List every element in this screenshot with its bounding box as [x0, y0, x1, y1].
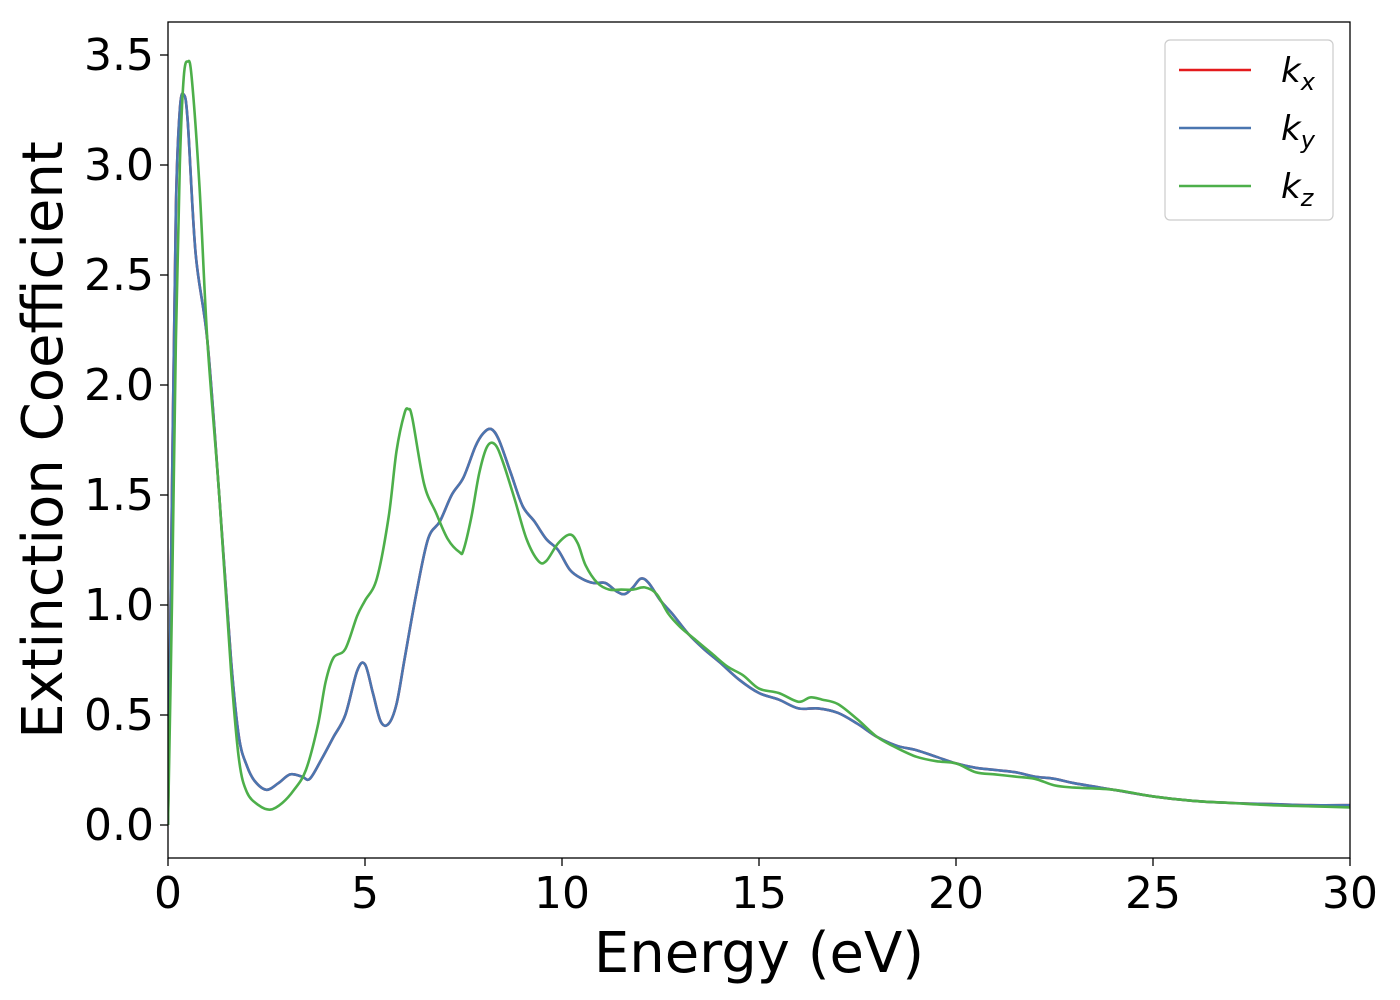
legend-box [1164, 39, 1334, 221]
y-tick-label: 0.0 [84, 800, 154, 851]
y-tick-label: 3.5 [84, 30, 154, 81]
x-tick-label: 15 [731, 868, 787, 919]
x-axis-ticks: 0 5 10 15 20 25 30 [154, 858, 1378, 919]
y-tick-label: 3.0 [84, 140, 154, 191]
legend-subscript: z [1300, 184, 1315, 212]
y-tick-label: 2.5 [84, 250, 154, 301]
y-axis-ticks: 0.0 0.5 1.0 1.5 2.0 2.5 3.0 3.5 [84, 30, 168, 851]
legend-label-kz: kz [1281, 167, 1315, 212]
legend-symbol: k [1281, 51, 1302, 91]
plot-area [168, 59, 1350, 826]
y-axis-title: Extinction Coefficient [11, 141, 76, 739]
legend-subscript: y [1300, 126, 1316, 154]
legend-label-ky: ky [1281, 109, 1316, 154]
series-line-ky [168, 92, 1350, 826]
x-tick-label: 25 [1125, 868, 1181, 919]
y-tick-label: 0.5 [84, 690, 154, 741]
y-tick-label: 2.0 [84, 360, 154, 411]
x-axis-title: Energy (eV) [594, 921, 924, 986]
legend-symbol: k [1281, 167, 1302, 207]
x-tick-label: 30 [1322, 868, 1378, 919]
x-tick-label: 10 [534, 868, 590, 919]
x-tick-label: 20 [928, 868, 984, 919]
x-tick-label: 5 [351, 868, 379, 919]
legend-subscript: x [1300, 68, 1316, 96]
x-tick-label: 0 [154, 868, 182, 919]
series-line-kz [168, 59, 1350, 826]
plot-frame [167, 21, 1351, 859]
y-tick-label: 1.0 [84, 580, 154, 631]
y-tick-label: 1.5 [84, 470, 154, 521]
legend-label-kx: kx [1281, 51, 1316, 96]
legend-symbol: k [1281, 109, 1302, 149]
